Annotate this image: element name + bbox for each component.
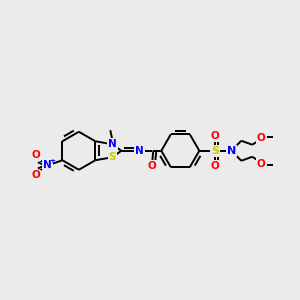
Text: N: N [108,139,117,149]
Text: O: O [148,161,157,171]
Text: O: O [257,159,266,169]
Text: S: S [109,152,116,162]
Text: N: N [43,160,52,170]
Text: N: N [227,146,236,156]
Text: O: O [31,170,40,180]
Text: +: + [50,158,56,164]
Text: O: O [211,161,220,171]
Text: O: O [211,131,220,141]
Text: S: S [211,146,219,156]
Text: O: O [31,150,40,160]
Text: O: O [257,133,266,143]
Text: N: N [135,146,144,156]
